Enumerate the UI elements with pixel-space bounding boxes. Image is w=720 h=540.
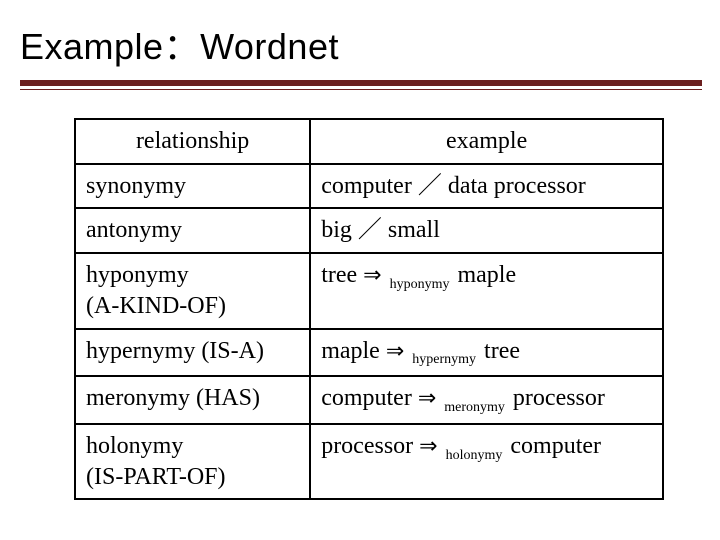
table-row: antonymy big ／ small (75, 208, 663, 253)
cell-relationship: meronymy (HAS) (75, 376, 310, 424)
table-row: hypernymy (IS-A) maple ⇒ hypernymy tree (75, 329, 663, 377)
example-right: tree (484, 338, 520, 364)
example-right: small (388, 217, 440, 243)
cell-relationship: synonymy (75, 164, 310, 209)
table-row: synonymy computer ／ data processor (75, 164, 663, 209)
header-relationship: relationship (75, 119, 310, 164)
cell-example: computer ⇒ meronymy processor (310, 376, 663, 424)
table-header-row: relationship example (75, 119, 663, 164)
example-sub: hyponymy (388, 277, 452, 292)
slide-title: Example：Wordnet (0, 0, 720, 80)
arrow-icon: ⇒ (419, 433, 437, 458)
cell-relationship: hyponymy (A-KIND-OF) (75, 253, 310, 328)
example-left: tree (321, 262, 357, 288)
cell-example: big ／ small (310, 208, 663, 253)
cell-example: maple ⇒ hypernymy tree (310, 329, 663, 377)
example-sep: ／ (418, 173, 442, 199)
cell-example: processor ⇒ holonymy computer (310, 424, 663, 499)
example-right: maple (457, 262, 516, 288)
wordnet-table: relationship example synonymy computer ／… (74, 118, 664, 500)
example-right: data processor (448, 173, 586, 199)
relationship-line2: (A-KIND-OF) (86, 293, 226, 319)
example-sub: hypernymy (410, 352, 478, 367)
title-rule (20, 80, 702, 90)
example-left: maple (321, 338, 380, 364)
header-example: example (310, 119, 663, 164)
table-row: holonymy (IS-PART-OF) processor ⇒ holony… (75, 424, 663, 499)
relationship-line1: hyponymy (86, 262, 189, 288)
cell-relationship: holonymy (IS-PART-OF) (75, 424, 310, 499)
relationship-line1: holonymy (86, 433, 183, 459)
cell-example: tree ⇒ hyponymy maple (310, 253, 663, 328)
cell-relationship: hypernymy (IS-A) (75, 329, 310, 377)
example-right: processor (513, 385, 605, 411)
cell-relationship: antonymy (75, 208, 310, 253)
example-sub: holonymy (444, 448, 505, 463)
example-right: computer (510, 433, 601, 459)
example-left: processor (321, 433, 413, 459)
example-left: big (321, 217, 352, 243)
arrow-icon: ⇒ (386, 338, 404, 363)
arrow-icon: ⇒ (418, 385, 436, 410)
example-left: computer (321, 385, 412, 411)
example-sub: meronymy (442, 400, 507, 415)
table-row: hyponymy (A-KIND-OF) tree ⇒ hyponymy map… (75, 253, 663, 328)
relationship-line2: (IS-PART-OF) (86, 464, 226, 490)
arrow-icon: ⇒ (363, 262, 381, 287)
cell-example: computer ／ data processor (310, 164, 663, 209)
example-sep: ／ (358, 217, 382, 243)
table-row: meronymy (HAS) computer ⇒ meronymy proce… (75, 376, 663, 424)
example-left: computer (321, 173, 412, 199)
